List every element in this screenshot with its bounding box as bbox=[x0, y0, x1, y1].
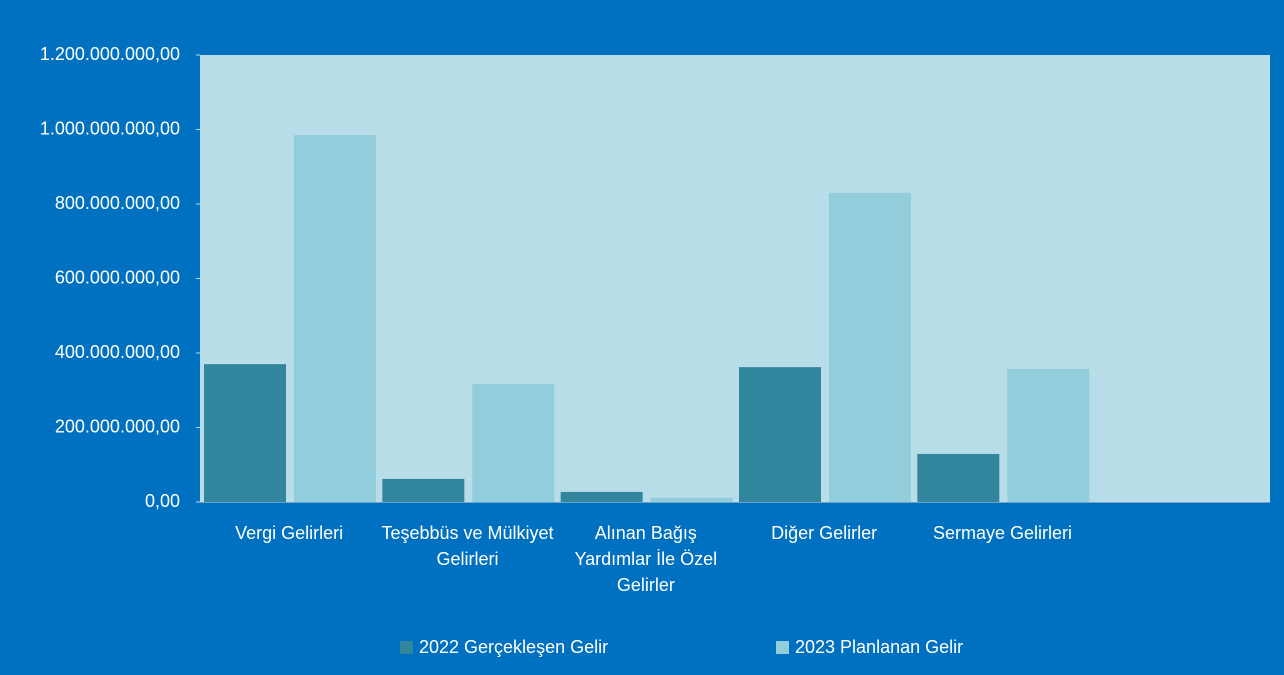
bar bbox=[829, 192, 911, 502]
bar bbox=[917, 453, 1000, 502]
y-tick-label: 1.200.000.000,00 bbox=[40, 44, 180, 64]
legend-label: 2023 Planlanan Gelir bbox=[795, 637, 963, 657]
x-tick-label: Alınan Bağış Yardımlar İle Özel Gelirler bbox=[574, 523, 718, 595]
x-tick-label: Sermaye Gelirleri bbox=[932, 523, 1073, 543]
y-tick-label: 800.000.000,00 bbox=[55, 193, 180, 213]
y-tick-label: 600.000.000,00 bbox=[55, 267, 180, 287]
bar bbox=[382, 478, 465, 502]
legend-swatch bbox=[400, 641, 413, 654]
bar bbox=[472, 383, 555, 502]
plot-area bbox=[200, 55, 1270, 502]
bar bbox=[204, 364, 286, 502]
x-tick-label: Diğer Gelirler bbox=[771, 523, 878, 543]
y-tick-label: 400.000.000,00 bbox=[55, 342, 180, 362]
bar bbox=[1007, 369, 1090, 502]
x-tick-label: Vergi Gelirleri bbox=[235, 523, 344, 543]
x-tick-label: Teşebbüs ve Mülkiyet Gelirleri bbox=[381, 523, 554, 569]
legend-swatch bbox=[776, 641, 789, 654]
bar bbox=[294, 135, 376, 502]
bar bbox=[739, 367, 821, 502]
bar bbox=[560, 491, 643, 502]
y-tick-label: 200.000.000,00 bbox=[55, 416, 180, 436]
legend-label: 2022 Gerçekleşen Gelir bbox=[419, 637, 608, 657]
y-tick-label: 0,00 bbox=[145, 491, 180, 511]
bar bbox=[650, 497, 733, 502]
y-tick-label: 1.000.000.000,00 bbox=[40, 118, 180, 138]
